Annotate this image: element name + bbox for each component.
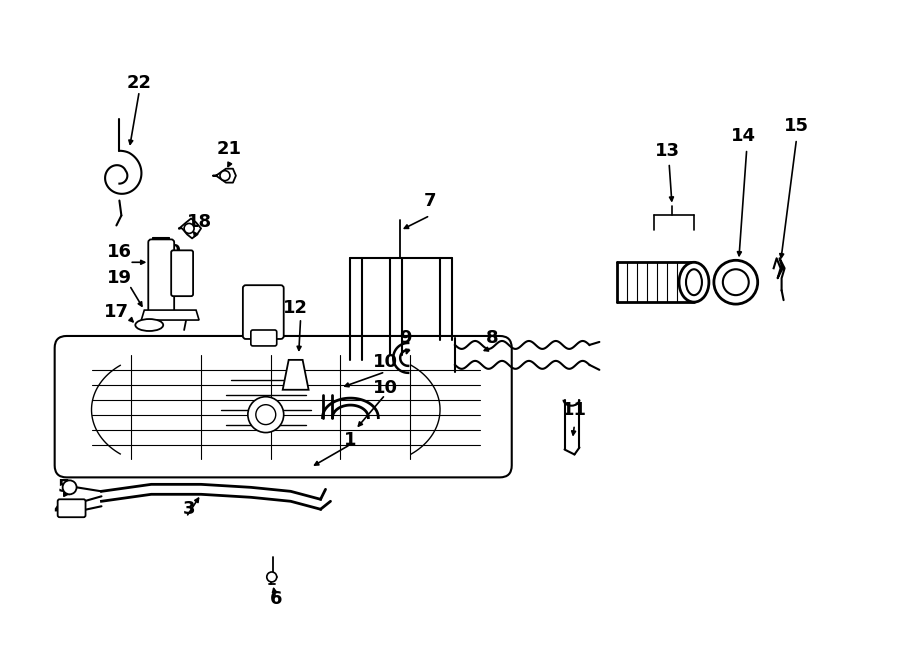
Circle shape bbox=[256, 405, 275, 424]
Ellipse shape bbox=[686, 269, 702, 295]
Circle shape bbox=[723, 269, 749, 295]
Text: 22: 22 bbox=[127, 74, 152, 92]
Text: 9: 9 bbox=[399, 329, 411, 347]
Text: 6: 6 bbox=[269, 590, 282, 608]
Text: 4: 4 bbox=[53, 500, 66, 518]
Text: 14: 14 bbox=[732, 127, 756, 145]
Ellipse shape bbox=[679, 262, 709, 302]
Text: 18: 18 bbox=[186, 214, 211, 231]
Text: 15: 15 bbox=[784, 117, 809, 135]
FancyBboxPatch shape bbox=[58, 499, 86, 517]
Text: 2: 2 bbox=[253, 303, 266, 321]
Text: 5: 5 bbox=[58, 479, 70, 496]
Text: 17: 17 bbox=[104, 303, 129, 321]
FancyBboxPatch shape bbox=[243, 285, 284, 339]
Text: 12: 12 bbox=[284, 299, 308, 317]
FancyBboxPatch shape bbox=[55, 336, 512, 477]
Circle shape bbox=[63, 481, 76, 494]
FancyBboxPatch shape bbox=[171, 251, 194, 296]
FancyBboxPatch shape bbox=[148, 239, 175, 313]
Text: 16: 16 bbox=[107, 243, 132, 261]
Text: 11: 11 bbox=[562, 401, 587, 418]
Polygon shape bbox=[283, 360, 309, 390]
FancyBboxPatch shape bbox=[251, 330, 276, 346]
Text: 10: 10 bbox=[373, 353, 398, 371]
Circle shape bbox=[248, 397, 284, 432]
Text: 20: 20 bbox=[157, 243, 182, 261]
Text: 8: 8 bbox=[485, 329, 498, 347]
Circle shape bbox=[266, 572, 276, 582]
Circle shape bbox=[220, 171, 230, 180]
Ellipse shape bbox=[135, 319, 163, 331]
Text: 19: 19 bbox=[107, 269, 132, 288]
Text: 13: 13 bbox=[654, 141, 680, 160]
Text: 7: 7 bbox=[424, 192, 436, 210]
Text: 10: 10 bbox=[373, 379, 398, 397]
Circle shape bbox=[714, 260, 758, 304]
Polygon shape bbox=[141, 310, 199, 320]
Text: 3: 3 bbox=[183, 500, 195, 518]
Circle shape bbox=[184, 223, 194, 233]
Text: 21: 21 bbox=[216, 139, 241, 158]
Text: 1: 1 bbox=[344, 430, 356, 449]
